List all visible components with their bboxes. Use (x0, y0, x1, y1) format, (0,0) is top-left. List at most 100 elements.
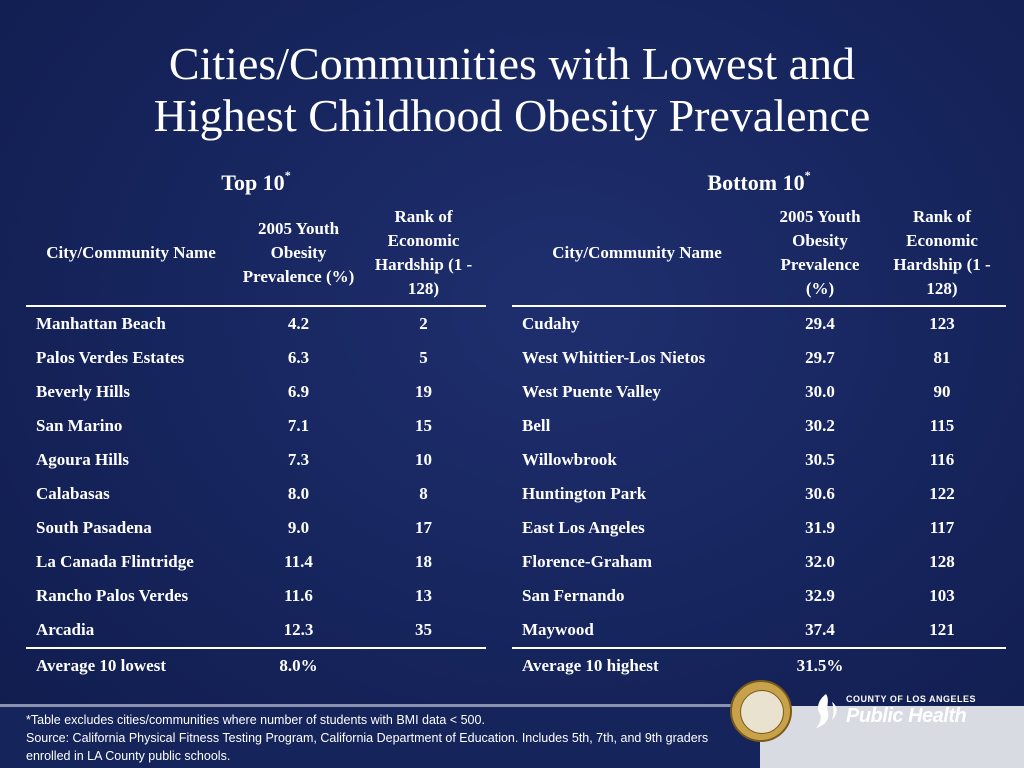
city-name: Bell (522, 416, 551, 435)
average-label: Average 10 lowest (26, 647, 236, 683)
city-name: Beverly Hills (36, 382, 130, 401)
table-row: La Canada Flintridge 11.4 18 (26, 545, 486, 579)
average-value: 31.5% (762, 647, 878, 683)
obesity-prevalence: 37.4 (805, 620, 835, 639)
average-row: Average 10 lowest 8.0% (26, 647, 486, 683)
top10-heading-mark: * (284, 168, 291, 182)
city-name: La Canada Flintridge (36, 552, 194, 571)
hardship-rank: 15 (415, 416, 432, 435)
obesity-prevalence: 6.9 (287, 382, 310, 401)
table-row: East Los Angeles 31.9 117 (512, 511, 1006, 545)
bottom10-heading-text: Bottom 10 (707, 170, 805, 195)
hardship-rank: 35 (415, 620, 432, 639)
average-row: Average 10 highest 31.5% (512, 647, 1006, 683)
hardship-rank: 103 (929, 586, 955, 605)
hardship-rank: 117 (929, 518, 955, 537)
hardship-rank: 81 (933, 348, 951, 367)
hardship-rank: 90 (933, 382, 951, 401)
top10-heading-text: Top 10 (221, 170, 285, 195)
bottom10-col-prevalence: 2005 Youth Obesity Prevalence (%) (762, 205, 878, 307)
table-row: South Pasadena 9.0 17 (26, 511, 486, 545)
city-name: Cudahy (522, 314, 580, 333)
top10-col-rank: Rank of Economic Hardship (1 - 128) (361, 205, 486, 307)
table-row: Florence-Graham 32.0 128 (512, 545, 1006, 579)
city-name: West Whittier-Los Nietos (522, 348, 706, 367)
hardship-rank: 2 (419, 314, 428, 333)
bottom10-heading-mark: * (804, 168, 811, 182)
obesity-prevalence: 12.3 (283, 620, 314, 639)
obesity-prevalence: 7.3 (287, 450, 310, 469)
obesity-prevalence: 8.0 (287, 484, 310, 503)
bottom10-table: City/Community Name 2005 Youth Obesity P… (512, 205, 1006, 683)
top10-heading: Top 10* (26, 168, 486, 196)
public-health-logo: COUNTY OF LOS ANGELES Public Health (812, 690, 1002, 736)
bottom10-col-rank: Rank of Economic Hardship (1 - 128) (878, 205, 1006, 307)
obesity-prevalence: 7.1 (287, 416, 310, 435)
public-health-mark-icon (816, 694, 837, 728)
city-name: Calabasas (36, 484, 110, 503)
bottom10-header-row: City/Community Name 2005 Youth Obesity P… (512, 205, 1006, 307)
table-row: Cudahy 29.4 123 (512, 306, 1006, 341)
obesity-prevalence: 31.9 (805, 518, 835, 537)
county-seal-icon (730, 680, 792, 742)
table-row: Willowbrook 30.5 116 (512, 443, 1006, 477)
table-row: San Fernando 32.9 103 (512, 579, 1006, 613)
city-name: South Pasadena (36, 518, 152, 537)
footnote: *Table excludes cities/communities where… (26, 711, 746, 765)
obesity-prevalence: 30.5 (805, 450, 835, 469)
obesity-prevalence: 4.2 (287, 314, 310, 333)
table-row: Manhattan Beach 4.2 2 (26, 306, 486, 341)
city-name: Florence-Graham (522, 552, 652, 571)
city-name: Willowbrook (522, 450, 617, 469)
hardship-rank: 17 (415, 518, 432, 537)
hardship-rank: 122 (929, 484, 955, 503)
table-row: Bell 30.2 115 (512, 409, 1006, 443)
agency-name: Public Health (846, 705, 967, 727)
slide-title: Cities/Communities with Lowest and Highe… (0, 38, 1024, 142)
obesity-prevalence: 6.3 (287, 348, 310, 367)
county-seal-inner (740, 690, 784, 734)
city-name: West Puente Valley (522, 382, 661, 401)
hardship-rank: 123 (929, 314, 955, 333)
average-empty (361, 647, 486, 683)
hardship-rank: 13 (415, 586, 432, 605)
top10-table: City/Community Name 2005 Youth Obesity P… (26, 205, 486, 683)
table-row: West Puente Valley 30.0 90 (512, 375, 1006, 409)
hardship-rank: 19 (415, 382, 432, 401)
average-label: Average 10 highest (512, 647, 762, 683)
city-name: Huntington Park (522, 484, 647, 503)
agency-county: COUNTY OF LOS ANGELES (846, 694, 977, 704)
average-empty (878, 647, 1006, 683)
obesity-prevalence: 29.7 (805, 348, 835, 367)
obesity-prevalence: 30.2 (805, 416, 835, 435)
city-name: Manhattan Beach (36, 314, 166, 333)
city-name: Palos Verdes Estates (36, 348, 185, 367)
city-name: Arcadia (36, 620, 95, 639)
obesity-prevalence: 30.6 (805, 484, 835, 503)
obesity-prevalence: 11.4 (284, 552, 313, 571)
footnote-source: Source: California Physical Fitness Test… (26, 731, 709, 763)
bottom10-heading: Bottom 10* (512, 168, 1006, 196)
top10-col-prevalence: 2005 Youth Obesity Prevalence (%) (236, 205, 361, 307)
table-row: West Whittier-Los Nietos 29.7 81 (512, 341, 1006, 375)
table-row: Arcadia 12.3 35 (26, 613, 486, 648)
table-row: Calabasas 8.0 8 (26, 477, 486, 511)
bottom10-col-name: City/Community Name (512, 205, 762, 307)
table-row: Beverly Hills 6.9 19 (26, 375, 486, 409)
city-name: Maywood (522, 620, 594, 639)
hardship-rank: 128 (929, 552, 955, 571)
table-row: Agoura Hills 7.3 10 (26, 443, 486, 477)
footnote-exclusion: *Table excludes cities/communities where… (26, 713, 485, 727)
city-name: San Marino (36, 416, 123, 435)
city-name: San Fernando (522, 586, 625, 605)
hardship-rank: 10 (415, 450, 432, 469)
hardship-rank: 8 (419, 484, 428, 503)
footer-divider (0, 704, 760, 707)
city-name: East Los Angeles (522, 518, 645, 537)
table-row: Huntington Park 30.6 122 (512, 477, 1006, 511)
hardship-rank: 5 (419, 348, 428, 367)
table-row: Maywood 37.4 121 (512, 613, 1006, 648)
top10-col-name: City/Community Name (26, 205, 236, 307)
city-name: Agoura Hills (36, 450, 130, 469)
obesity-prevalence: 29.4 (805, 314, 835, 333)
